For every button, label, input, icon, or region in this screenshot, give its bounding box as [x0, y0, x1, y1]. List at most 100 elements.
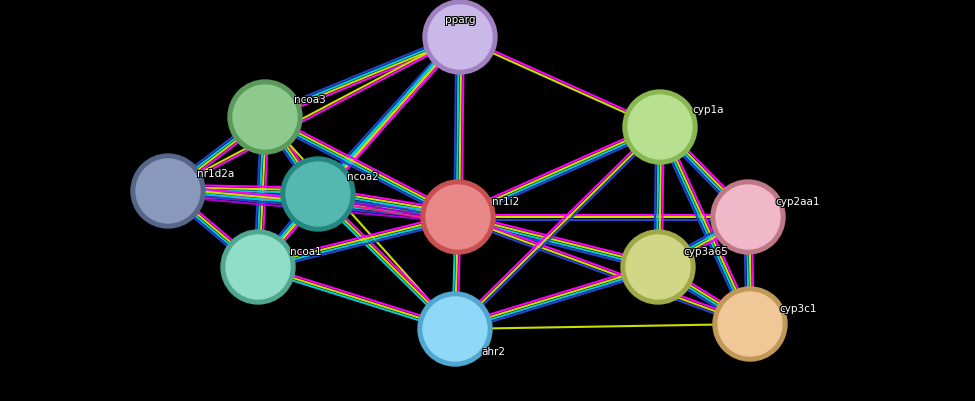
Text: pparg: pparg: [446, 14, 476, 24]
Text: cyp3a65: cyp3a65: [684, 246, 729, 256]
Text: cyp3c1: cyp3c1: [779, 304, 817, 314]
Text: cyp3a65: cyp3a65: [682, 245, 727, 255]
Text: ncoa1: ncoa1: [291, 247, 322, 257]
Circle shape: [628, 96, 692, 160]
Text: cyp2aa1: cyp2aa1: [777, 196, 821, 207]
Text: cyp3c1: cyp3c1: [778, 303, 816, 313]
Circle shape: [136, 160, 200, 223]
Circle shape: [131, 155, 205, 229]
Text: ahr2: ahr2: [482, 345, 506, 355]
Text: pparg: pparg: [446, 15, 476, 25]
Text: ncoa3: ncoa3: [295, 96, 327, 106]
Text: cyp3a65: cyp3a65: [684, 247, 729, 257]
Text: ncoa3: ncoa3: [294, 96, 326, 106]
Text: cyp1a: cyp1a: [692, 106, 723, 116]
Text: cyp1a: cyp1a: [691, 104, 722, 114]
Text: cyp3c1: cyp3c1: [778, 304, 816, 314]
Circle shape: [221, 231, 295, 304]
Text: cyp3a65: cyp3a65: [684, 245, 729, 255]
Text: ncoa2: ncoa2: [348, 170, 380, 180]
Text: ncoa1: ncoa1: [292, 245, 323, 255]
Text: cyp3a65: cyp3a65: [682, 247, 727, 257]
Text: nr1d2a: nr1d2a: [197, 170, 235, 180]
Text: nr1d2a: nr1d2a: [197, 168, 235, 178]
Text: nr1i2: nr1i2: [493, 198, 521, 207]
Text: cyp2aa1: cyp2aa1: [777, 198, 821, 207]
Text: cyp3c1: cyp3c1: [780, 303, 818, 313]
Circle shape: [428, 6, 492, 70]
Circle shape: [421, 180, 495, 254]
Text: cyp2aa1: cyp2aa1: [775, 198, 819, 207]
Text: cyp3a65: cyp3a65: [683, 247, 728, 257]
Text: ncoa3: ncoa3: [293, 96, 325, 106]
Circle shape: [426, 186, 490, 249]
Circle shape: [226, 235, 290, 299]
Text: nr1d2a: nr1d2a: [198, 170, 236, 180]
Circle shape: [418, 292, 492, 366]
Circle shape: [423, 1, 497, 75]
Text: cyp3a65: cyp3a65: [682, 246, 727, 256]
Text: pparg: pparg: [445, 15, 475, 25]
Circle shape: [233, 86, 297, 150]
Text: nr1i2: nr1i2: [493, 196, 521, 205]
Text: ncoa2: ncoa2: [346, 172, 378, 182]
Circle shape: [718, 292, 782, 356]
Text: ahr2: ahr2: [480, 346, 504, 356]
Text: nr1i2: nr1i2: [491, 196, 519, 205]
Text: nr1i2: nr1i2: [493, 196, 521, 207]
Text: ncoa3: ncoa3: [294, 94, 326, 104]
Text: cyp1a: cyp1a: [692, 104, 723, 114]
Text: nr1i2: nr1i2: [492, 196, 520, 205]
Text: nr1i2: nr1i2: [491, 196, 519, 207]
Circle shape: [281, 158, 355, 231]
Text: cyp3c1: cyp3c1: [778, 302, 816, 312]
Text: ncoa2: ncoa2: [347, 172, 379, 182]
Circle shape: [286, 162, 350, 227]
Text: nr1d2a: nr1d2a: [197, 168, 235, 178]
Text: ahr2: ahr2: [482, 346, 506, 356]
Text: pparg: pparg: [446, 16, 476, 26]
Text: cyp2aa1: cyp2aa1: [776, 196, 820, 205]
Text: ncoa2: ncoa2: [348, 172, 380, 182]
Text: cyp2aa1: cyp2aa1: [775, 196, 819, 205]
Text: ncoa1: ncoa1: [291, 246, 322, 256]
Circle shape: [623, 91, 697, 164]
Circle shape: [716, 186, 780, 249]
Text: cyp1a: cyp1a: [692, 105, 723, 115]
Text: pparg: pparg: [444, 16, 474, 26]
Text: cyp3c1: cyp3c1: [780, 302, 818, 312]
Text: cyp2aa1: cyp2aa1: [775, 196, 819, 207]
Circle shape: [621, 231, 695, 304]
Text: pparg: pparg: [445, 14, 475, 24]
Text: ncoa1: ncoa1: [291, 245, 322, 255]
Text: cyp2aa1: cyp2aa1: [776, 196, 820, 207]
Text: nr1i2: nr1i2: [492, 198, 520, 207]
Text: pparg: pparg: [444, 15, 474, 25]
Text: ncoa1: ncoa1: [290, 246, 321, 256]
Text: ncoa2: ncoa2: [346, 170, 378, 180]
Text: ahr2: ahr2: [481, 347, 505, 357]
Circle shape: [228, 81, 302, 155]
Text: ahr2: ahr2: [481, 346, 505, 356]
Text: ncoa1: ncoa1: [290, 245, 321, 255]
Text: cyp3a65: cyp3a65: [683, 246, 728, 256]
Text: nr1d2a: nr1d2a: [196, 168, 234, 178]
Text: cyp3c1: cyp3c1: [780, 304, 818, 314]
Text: ncoa1: ncoa1: [292, 247, 323, 257]
Text: nr1d2a: nr1d2a: [198, 168, 236, 178]
Text: ncoa2: ncoa2: [347, 170, 379, 180]
Text: ncoa2: ncoa2: [347, 172, 379, 182]
Text: nr1d2a: nr1d2a: [198, 168, 236, 178]
Text: ncoa2: ncoa2: [346, 172, 378, 182]
Circle shape: [626, 235, 690, 299]
Text: ahr2: ahr2: [480, 345, 504, 355]
Text: cyp1a: cyp1a: [691, 105, 722, 115]
Text: cyp3a65: cyp3a65: [683, 245, 728, 255]
Text: cyp3c1: cyp3c1: [779, 302, 817, 312]
Text: ncoa1: ncoa1: [290, 247, 321, 257]
Text: ncoa1: ncoa1: [292, 246, 323, 256]
Text: ncoa3: ncoa3: [294, 95, 326, 105]
Circle shape: [711, 180, 785, 254]
Text: cyp1a: cyp1a: [691, 106, 722, 116]
Text: cyp1a: cyp1a: [693, 105, 724, 115]
